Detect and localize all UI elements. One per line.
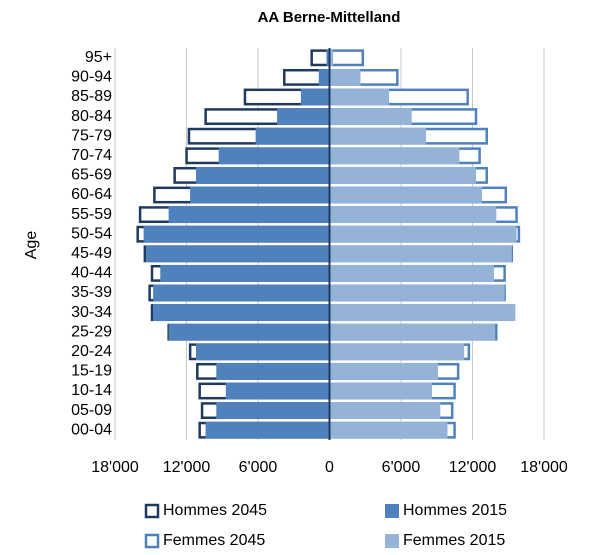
x-tick-label: 0 bbox=[325, 459, 334, 476]
bar bbox=[225, 382, 330, 400]
bar bbox=[310, 49, 330, 67]
bar bbox=[329, 323, 496, 341]
y-tick-label: 50-54 bbox=[71, 225, 112, 242]
bar bbox=[153, 284, 330, 302]
bar bbox=[329, 343, 465, 361]
y-axis-label: Age bbox=[23, 231, 40, 260]
bar bbox=[277, 108, 330, 126]
y-tick-label: 75-79 bbox=[71, 127, 112, 144]
bar bbox=[329, 49, 334, 67]
bar bbox=[329, 147, 460, 165]
y-tick-label: 90-94 bbox=[71, 69, 112, 86]
y-tick-label: 55-59 bbox=[71, 206, 112, 223]
legend-swatch bbox=[144, 533, 160, 549]
bar bbox=[329, 304, 516, 322]
y-tick-label: 65-69 bbox=[71, 167, 112, 184]
bar bbox=[329, 284, 505, 302]
bar bbox=[160, 264, 330, 282]
bar bbox=[318, 68, 330, 86]
bar bbox=[329, 127, 427, 145]
chart-title: AA Berne-Mittelland bbox=[258, 9, 401, 26]
bar bbox=[329, 362, 438, 380]
legend-label: Hommes 2015 bbox=[403, 502, 507, 519]
y-tick-label: 85-89 bbox=[71, 88, 112, 105]
y-tick-label: 70-74 bbox=[71, 147, 112, 164]
x-tick-label: 6'000 bbox=[239, 459, 278, 476]
bar bbox=[329, 225, 517, 243]
bar bbox=[153, 304, 330, 322]
bar bbox=[329, 108, 412, 126]
bar bbox=[216, 362, 330, 380]
bar bbox=[255, 127, 330, 145]
y-tick-label: 35-39 bbox=[71, 284, 112, 301]
bar bbox=[329, 88, 390, 106]
bar bbox=[329, 206, 497, 224]
legend-label: Femmes 2015 bbox=[403, 532, 505, 549]
bar bbox=[329, 68, 361, 86]
bar bbox=[329, 382, 432, 400]
legend-label: Femmes 2045 bbox=[163, 532, 265, 549]
legend-swatch bbox=[385, 534, 399, 548]
x-tick-label: 12'000 bbox=[163, 459, 211, 476]
bar bbox=[329, 264, 494, 282]
y-tick-label: 15-19 bbox=[71, 363, 112, 380]
legend-swatch bbox=[144, 503, 160, 519]
bar bbox=[143, 225, 330, 243]
y-tick-label: 10-14 bbox=[71, 382, 112, 399]
bar bbox=[205, 421, 330, 439]
x-tick-label: 12'000 bbox=[449, 459, 497, 476]
y-tick-label: 80-84 bbox=[71, 108, 112, 125]
legend-swatch bbox=[385, 504, 399, 518]
y-tick-label: 25-29 bbox=[71, 323, 112, 340]
y-tick-label: 40-44 bbox=[71, 265, 112, 282]
bar bbox=[329, 402, 441, 420]
y-tick-label: 00-04 bbox=[71, 421, 112, 438]
bar bbox=[196, 166, 330, 184]
bar bbox=[216, 402, 330, 420]
bar bbox=[168, 323, 330, 341]
bar bbox=[329, 166, 477, 184]
bar bbox=[329, 245, 512, 263]
y-tick-label: 05-09 bbox=[71, 402, 112, 419]
bar bbox=[300, 88, 330, 106]
legend-label: Hommes 2045 bbox=[163, 502, 267, 519]
bar bbox=[196, 343, 330, 361]
bar bbox=[329, 421, 448, 439]
x-tick-label: 6'000 bbox=[382, 459, 421, 476]
y-tick-label: 20-24 bbox=[71, 343, 112, 360]
bar bbox=[329, 49, 365, 67]
bar bbox=[326, 49, 330, 67]
bar bbox=[218, 147, 330, 165]
bar bbox=[329, 186, 483, 204]
bar bbox=[145, 245, 330, 263]
y-tick-label: 95+ bbox=[85, 49, 112, 66]
x-tick-label: 18'000 bbox=[91, 459, 139, 476]
x-tick-label: 18'000 bbox=[520, 459, 568, 476]
bar bbox=[168, 206, 330, 224]
bar bbox=[190, 186, 330, 204]
y-tick-label: 60-64 bbox=[71, 186, 112, 203]
y-tick-label: 30-34 bbox=[71, 304, 112, 321]
y-tick-label: 45-49 bbox=[71, 245, 112, 262]
